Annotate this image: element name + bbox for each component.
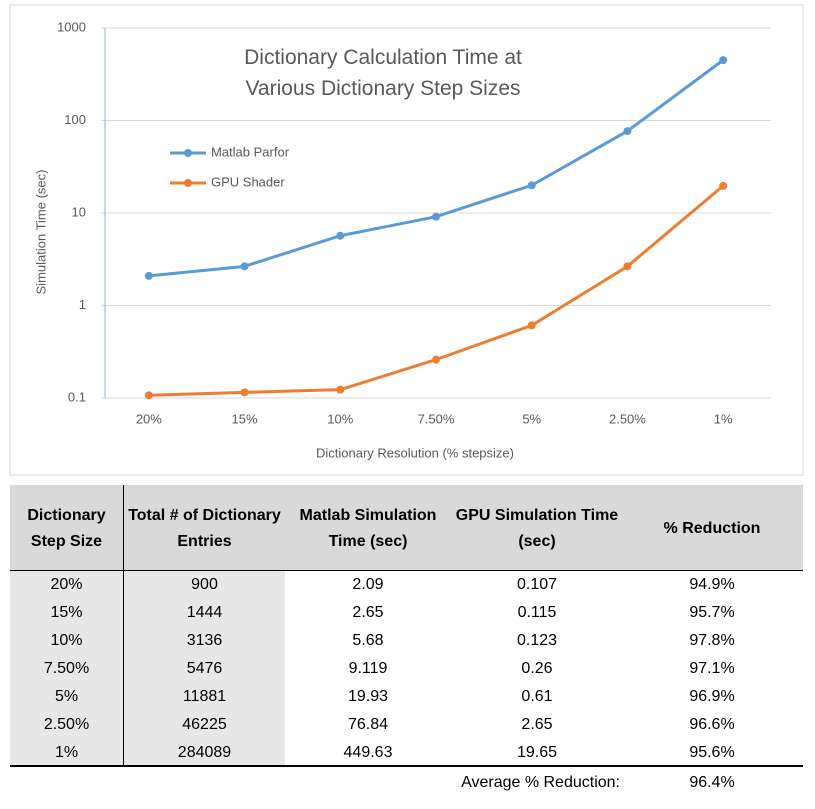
point <box>527 181 536 190</box>
x-tick-label: 10% <box>327 411 353 426</box>
table-cell: 1444 <box>186 604 223 621</box>
point <box>336 231 345 240</box>
table-cell: 0.61 <box>521 688 553 705</box>
table-cell: 96.6% <box>689 716 735 733</box>
table-cell: 95.7% <box>689 604 735 621</box>
table-cell: 0.26 <box>521 660 553 677</box>
legend-marker <box>184 179 192 187</box>
table-cell: 20% <box>50 576 83 593</box>
table-cell: 1% <box>54 744 79 761</box>
table-cell: 96.9% <box>689 688 735 705</box>
point <box>432 355 440 364</box>
table-cell: 94.9% <box>689 576 735 593</box>
table-cell: 284089 <box>177 744 232 761</box>
table-cell: 46225 <box>182 716 227 733</box>
table-cell: 0.107 <box>516 576 558 593</box>
chart-frame <box>9 4 804 476</box>
table-cell: 9.119 <box>348 660 388 677</box>
y-tick-label: 1 <box>79 297 86 312</box>
chart-title: Dictionary Calculation Time at Various D… <box>244 46 522 100</box>
x-tick-label: 15% <box>232 411 258 426</box>
x-tick-label: 2.50% <box>609 411 646 426</box>
point <box>144 271 153 280</box>
table-cell: 7.50% <box>43 660 90 677</box>
column-bg <box>10 570 285 766</box>
table-cell: 19.93 <box>347 688 389 705</box>
table-cell: 19.65 <box>516 744 558 761</box>
legend-label: GPU Shader <box>211 174 285 189</box>
table-cell: 900 <box>191 576 218 593</box>
header-rule <box>10 570 803 571</box>
bottom-rule <box>10 765 803 767</box>
point <box>623 127 632 136</box>
y-tick-label: 0.1 <box>68 389 86 404</box>
point <box>240 262 249 271</box>
table-cell: 97.8% <box>689 632 735 649</box>
table-cell: 0.115 <box>517 604 557 621</box>
table-cell: 0.123 <box>516 632 558 649</box>
table-cell: 10% <box>50 632 83 649</box>
legend-marker <box>184 149 192 157</box>
table-cell: 76.84 <box>347 716 389 733</box>
table-cell: 449.63 <box>343 744 393 761</box>
table-cell: 5.68 <box>352 632 384 649</box>
table-cell: 2.65 <box>521 716 553 733</box>
y-axis-label: Simulation Time (sec) <box>33 170 48 295</box>
table-cell: 2.50% <box>43 716 90 733</box>
column-rule <box>123 485 124 766</box>
table-cell: 97.1% <box>689 660 735 677</box>
header-bg <box>10 485 803 570</box>
table-cell: 3136 <box>186 632 223 649</box>
header-cell: Matlab Simulation Time (sec) <box>299 507 437 550</box>
y-tick-label: 100 <box>64 112 86 127</box>
point <box>336 385 345 394</box>
footer-value: 96.4% <box>689 774 735 791</box>
table-cell: 5476 <box>186 660 223 677</box>
x-axis-label: Dictionary Resolution (% stepsize) <box>316 445 514 460</box>
table-cell: 11881 <box>182 688 227 705</box>
table-cell: 15% <box>50 604 83 621</box>
point <box>527 321 536 330</box>
header-cell: Total # of Dictionary Entries <box>128 507 281 550</box>
point <box>719 181 728 190</box>
legend-label: Matlab Parfor <box>211 144 290 159</box>
header-cell: % Reduction <box>663 520 761 537</box>
point <box>432 212 440 221</box>
x-tick-label: 5% <box>522 411 541 426</box>
header-cell: Dictionary Step Size <box>27 507 106 550</box>
x-tick-label: 1% <box>714 411 733 426</box>
header-cell: GPU Simulation Time (sec) <box>455 507 619 550</box>
point <box>623 262 632 271</box>
x-tick-label: 7.50% <box>418 411 455 426</box>
footer-label: Average % Reduction: <box>461 774 620 791</box>
table-cell: 5% <box>54 688 79 705</box>
table-cell: 2.65 <box>352 604 384 621</box>
x-tick-label: 20% <box>136 411 162 426</box>
table-cell: 95.6% <box>689 744 735 761</box>
point <box>144 391 153 400</box>
point <box>240 388 249 397</box>
table-cell: 2.09 <box>352 576 384 593</box>
y-tick-label: 1000 <box>57 19 86 34</box>
chart: Simulation Time (sec) Dictionary Resolut… <box>9 4 804 476</box>
y-tick-label: 10 <box>72 204 86 219</box>
point <box>719 56 728 65</box>
